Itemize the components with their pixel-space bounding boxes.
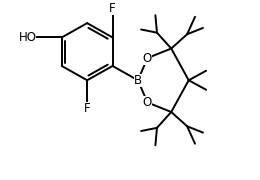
- Text: B: B: [134, 74, 142, 87]
- Text: F: F: [109, 2, 116, 15]
- Text: HO: HO: [18, 31, 36, 44]
- Text: F: F: [84, 102, 90, 115]
- Text: O: O: [143, 51, 152, 65]
- Text: O: O: [143, 96, 152, 109]
